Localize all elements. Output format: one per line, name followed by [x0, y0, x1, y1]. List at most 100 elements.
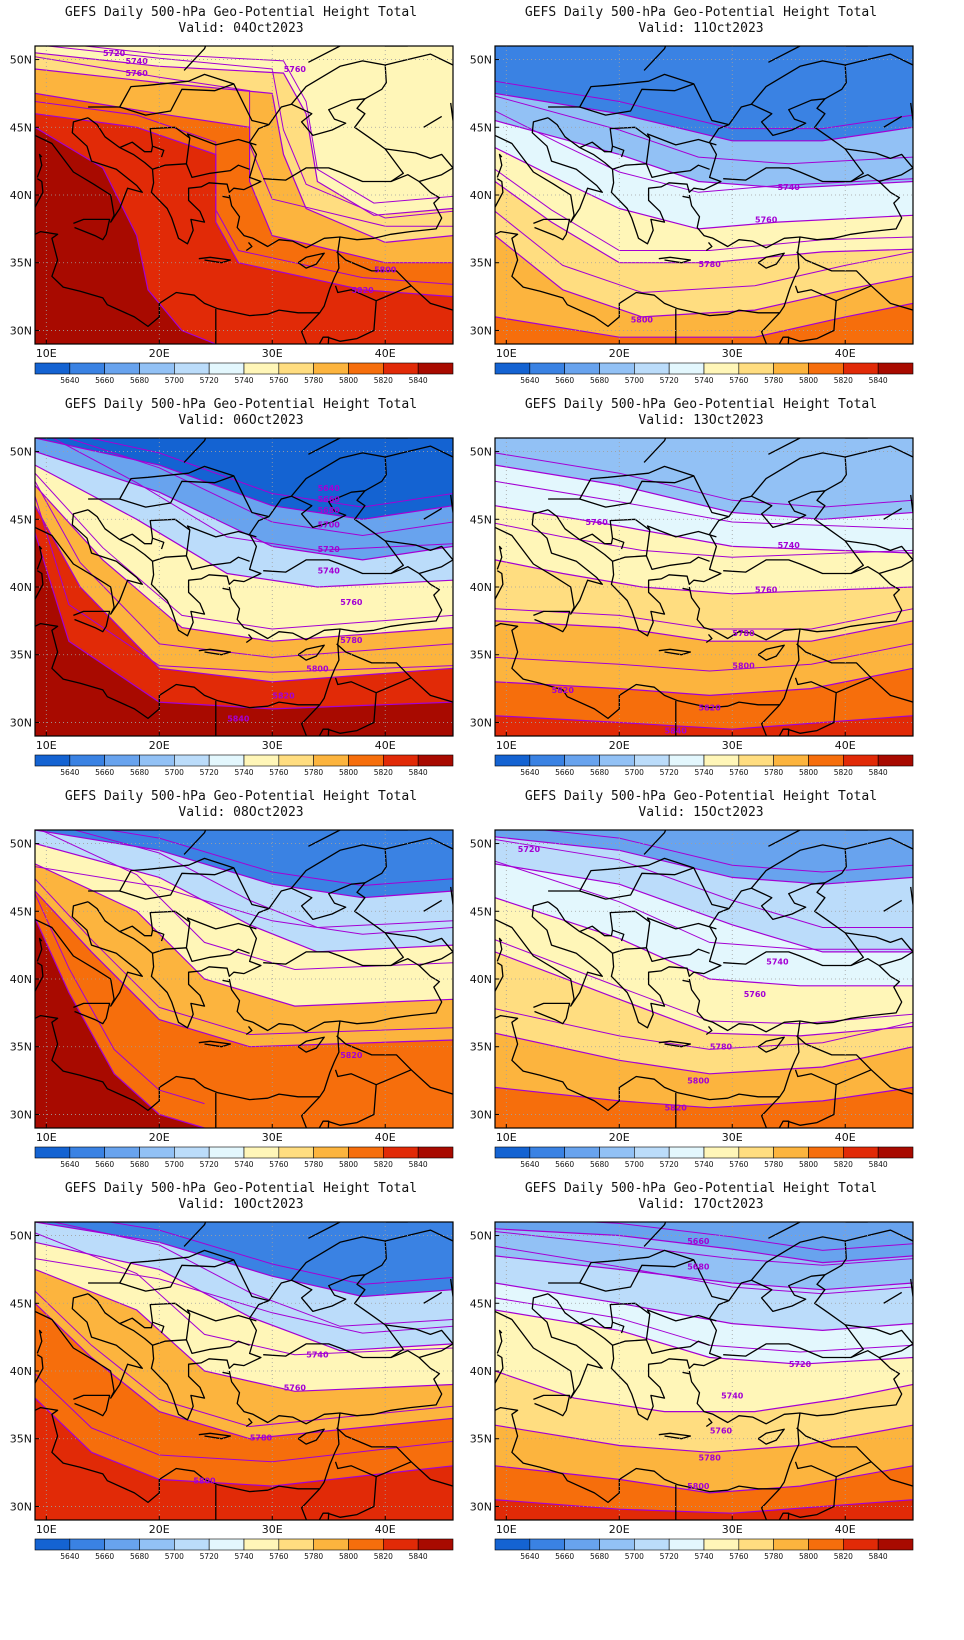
coastline — [35, 1354, 44, 1384]
height-map: 5720 5740 5760 5780 5800 5820 10E 20E 30E 40E 50N 4… — [470, 829, 914, 1169]
colorbar-label: 5740 — [234, 1160, 253, 1169]
colorbar-label: 5760 — [269, 1160, 288, 1169]
coastline — [645, 1309, 717, 1340]
colorbar-swatch — [529, 1538, 565, 1551]
colorbar-label: 5640 — [520, 376, 539, 385]
panel-valid-date: Valid: 13Oct2023 — [638, 413, 764, 428]
coastline — [152, 163, 250, 179]
height-band — [495, 303, 913, 344]
colorbar-swatch — [208, 1146, 245, 1159]
coastline — [35, 978, 341, 1112]
colorbar-swatch — [773, 754, 809, 767]
contour-label: 5760 — [755, 586, 778, 595]
lat-tick-label: 30N — [470, 324, 492, 337]
coastline — [327, 300, 377, 342]
colorbar-swatch — [877, 362, 914, 375]
coastline — [705, 1025, 713, 1036]
colorbar-swatch — [348, 754, 384, 767]
contour-line — [495, 119, 913, 189]
coastline — [88, 73, 235, 108]
contour-label: 5780 — [732, 629, 755, 638]
lon-tick-label: 20E — [609, 1523, 630, 1536]
coastline — [290, 452, 387, 497]
coastline — [495, 509, 603, 615]
colorbar-label: 5680 — [130, 1552, 149, 1561]
contour-label: 5820 — [351, 286, 374, 295]
contour-line — [106, 1222, 453, 1285]
colorbar-swatch — [634, 1538, 670, 1551]
colorbar-swatch — [599, 362, 635, 375]
lat-tick-label: 40N — [10, 581, 32, 594]
colorbar-label: 5820 — [834, 1552, 853, 1561]
colorbar-label: 5800 — [339, 1552, 358, 1561]
colorbar-swatch — [599, 1538, 635, 1551]
coastline — [119, 867, 270, 910]
contour-line — [35, 890, 453, 1048]
coastline — [183, 830, 207, 855]
colorbar-swatch — [69, 1146, 105, 1159]
colorbar-label: 5840 — [869, 1552, 888, 1561]
contour-label: 5760 — [126, 69, 149, 78]
contour-line — [495, 95, 913, 165]
contour-label: 5840 — [665, 727, 688, 736]
contour-line — [495, 559, 913, 595]
colorbar-swatch — [738, 754, 774, 767]
coastline — [533, 1394, 571, 1417]
coastline — [410, 285, 453, 311]
coastline — [850, 951, 913, 967]
coastline — [845, 53, 913, 66]
contour-line — [35, 830, 453, 899]
colorbar-label: 5700 — [165, 1552, 184, 1561]
contour-line — [35, 1290, 453, 1428]
colorbar-label: 5840 — [409, 1160, 428, 1169]
contour-label: 5740 — [306, 1351, 329, 1360]
colorbar-swatch — [208, 362, 245, 375]
lat-tick-label: 40N — [10, 973, 32, 986]
contour-line — [584, 1222, 913, 1251]
colorbar-label: 5640 — [520, 1552, 539, 1561]
coastline — [682, 979, 690, 983]
coastline — [547, 98, 864, 245]
contour-label: 5800 — [193, 1477, 216, 1486]
lat-tick-label: 35N — [470, 1433, 492, 1446]
coastline — [119, 925, 154, 937]
contour-label: 5780 — [699, 1454, 722, 1463]
coastline — [290, 844, 387, 889]
colorbar-label: 5780 — [304, 1552, 323, 1561]
height-band — [35, 127, 216, 344]
coastline — [548, 1249, 695, 1284]
coastline — [870, 285, 913, 311]
colorbar-swatch — [494, 1538, 531, 1551]
coastline — [579, 533, 614, 545]
contour-label: 5760 — [710, 1427, 733, 1436]
contour-label: 5800 — [687, 1077, 710, 1086]
colorbar-label: 5720 — [200, 376, 219, 385]
coastline — [645, 525, 717, 556]
colorbar-swatch — [348, 362, 384, 375]
colorbar-label: 5840 — [409, 768, 428, 777]
lon-tick-label: 20E — [609, 739, 630, 752]
contour-line — [106, 830, 453, 887]
colorbar-label: 5780 — [764, 376, 783, 385]
contour-label: 5820 — [699, 704, 722, 713]
colorbar-label: 5760 — [729, 768, 748, 777]
coastline — [799, 573, 903, 633]
coastline — [327, 1476, 377, 1518]
coastline — [768, 46, 801, 63]
lat-tick-label: 50N — [470, 1230, 492, 1243]
coastline — [768, 438, 801, 455]
coastline — [496, 545, 503, 570]
contour-line — [495, 897, 913, 987]
contour-label: 5680 — [318, 506, 341, 515]
contour-line — [495, 860, 913, 950]
contour-line — [495, 1228, 913, 1264]
coastline — [300, 1096, 330, 1128]
lon-tick-label: 10E — [36, 739, 57, 752]
lat-tick-label: 50N — [10, 1230, 32, 1243]
lon-tick-label: 30E — [722, 347, 743, 360]
coastline — [423, 1291, 443, 1304]
coastline — [705, 241, 713, 252]
colorbar-label: 5820 — [834, 376, 853, 385]
colorbar-label: 5820 — [834, 768, 853, 777]
contour-line — [35, 866, 453, 935]
